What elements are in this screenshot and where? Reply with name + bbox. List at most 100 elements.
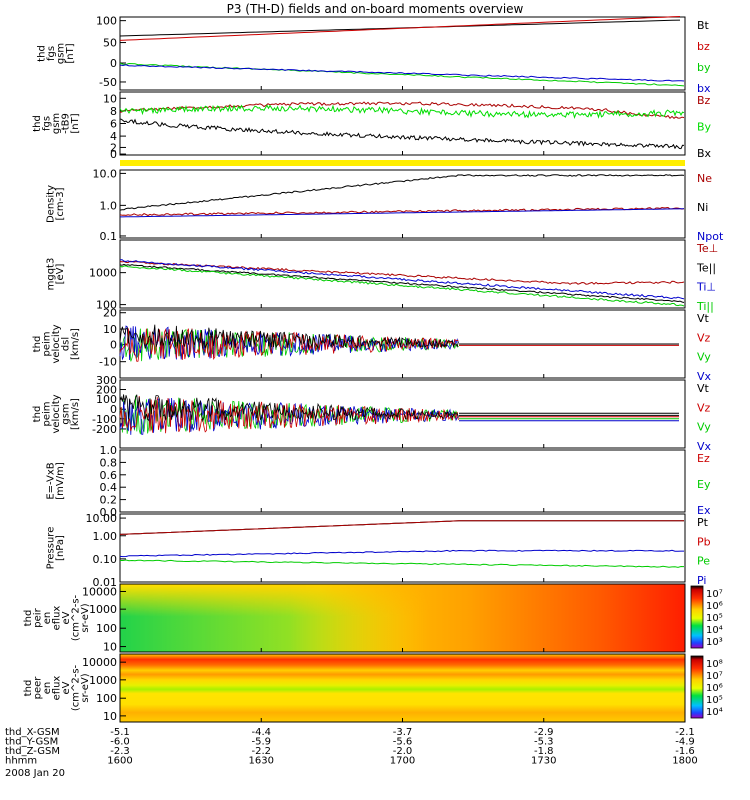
by-line [119,62,685,87]
y-tick-label: 0.10 [93,553,118,566]
y-tick-label: 20 [103,307,117,320]
y-axis-label: peim [42,331,53,356]
y-axis-label: [cm-3] [55,187,66,220]
electron-colorbar [690,655,704,719]
y-tick-label: 100 [96,15,117,28]
y-axis-label: [km/s] [70,398,81,430]
y-tick-label: -50 [99,76,117,89]
y-tick-label: 1000 [89,267,117,280]
x-axis-value: 1630 [249,756,274,767]
legend-entry: Ey [697,478,711,491]
y-tick-label: 0.0 [100,506,118,519]
y-tick-label: 1.00 [93,530,118,543]
y-axis-label: thd [32,336,43,353]
y-tick-label: 0.8 [100,456,118,469]
y-axis-label: E=-VxB [46,462,57,499]
y-tick-label: 10 [103,710,117,723]
x-axis-row-label: hhmm [5,756,37,767]
y-axis-label: (cm^2-s- [71,594,82,641]
y-tick-label: 100 [96,393,117,406]
y-tick-label: 0 [110,57,117,70]
legend-entry: Ex [697,504,711,517]
ti-par-line [119,265,685,307]
y-tick-label: 0 [110,403,117,416]
y-tick-label: -100 [92,413,117,426]
legend-entry: Vz [697,401,711,414]
panel-7 [119,449,686,513]
y-axis-label: thd [23,680,34,697]
y-axis-label: thd [23,610,34,627]
x-axis-value: -6.0 [110,737,130,748]
y-axis-label: [nT] [65,43,76,63]
y-axis-label: eflux [52,606,63,631]
y-axis-label: en [42,682,53,695]
te-perp-line [119,260,685,285]
y-tick-label: 0.2 [100,494,118,507]
y-tick-label: 1.0 [100,444,118,457]
panel-8 [119,513,686,583]
y-tick-label: 8 [110,105,117,118]
y-tick-label: 0 [110,148,117,161]
y-tick-label: 10 [103,641,117,654]
y-axis-label: Density [46,185,57,223]
legend-entry: Vt [697,312,710,325]
x-axis-value: 1600 [107,756,132,767]
y-axis-label: velocity [51,324,62,363]
y-tick-label: 100 [96,622,117,635]
ni-line [119,174,685,211]
legend-entry: bz [697,40,710,53]
pb-line [119,520,684,535]
x-axis-value: -5.1 [110,727,130,738]
y-axis-label: (cm^2-s- [71,664,82,711]
legend-entry: Npot [697,230,724,243]
bx-tb9-line [119,118,685,150]
y-tick-label: 0 [110,339,117,352]
y-axis-label: [nPa] [55,535,66,561]
y-axis-label: dsl [61,337,72,351]
x-axis-value: -5.6 [393,737,413,748]
y-tick-label: -10 [99,356,117,369]
y-axis-label: velocity [51,394,62,433]
y-tick-label: 4 [110,130,117,143]
y-tick-label: 10 [103,92,117,105]
vt-gsm-line [119,394,459,423]
vy-gsm-line [119,395,459,435]
legend-entry: Bz [697,94,711,107]
electron-spectrogram [120,654,685,722]
ti-perp-line [119,259,685,300]
y-tick-label: 10 [103,323,117,336]
y-axis-label: sr-eV) [80,603,91,632]
legend-entry: Te|| [696,261,716,274]
colorbar-tick-label: 10⁷ [706,589,723,600]
figure-title: P3 (TH-D) fields and on-board moments ov… [227,2,524,16]
panel-9 [119,583,704,653]
legend-entry: Vx [697,370,712,383]
x-axis-value: -2.1 [675,727,695,738]
panel-frame [119,449,686,513]
pe-line [120,559,685,568]
legend-entry: Vx [697,440,712,453]
y-axis-label: peim [42,401,53,426]
vt-dsl-line [119,324,459,349]
y-axis-label: eflux [52,676,63,701]
bz-tb9-line [119,101,685,120]
y-axis-label: [mV/m] [55,462,66,500]
y-axis-label: gsm [51,113,62,134]
y-axis-label: eV [61,681,72,694]
legend-entry: Bt [697,19,710,32]
panel-4 [119,239,686,309]
x-axis-value: -2.2 [251,746,271,757]
y-tick-label: 6 [110,118,117,131]
y-axis-label: fgs [46,46,57,61]
y-tick-label: 0.01 [93,576,118,589]
legend-entry: Pt [697,516,709,529]
colorbar-tick-label: 10⁵ [706,613,723,624]
legend-entry: Vt [697,382,710,395]
y-tick-label: 50 [103,37,117,50]
y-tick-label: 300 [96,374,117,387]
ion-colorbar [690,585,704,649]
x-axis-value: -2.0 [393,746,413,757]
y-tick-label: 1000 [89,674,117,687]
by-tb9-line [119,104,685,119]
